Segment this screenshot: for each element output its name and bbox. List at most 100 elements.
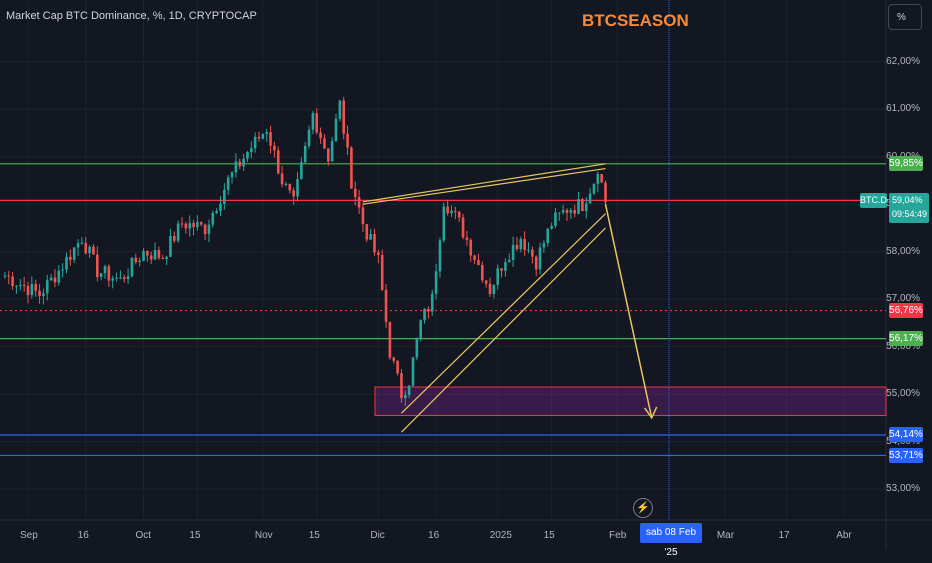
candle-body (138, 260, 141, 263)
candle-body (142, 250, 145, 261)
candle-body (604, 182, 607, 203)
horizontal-levels (0, 163, 886, 457)
candle-body (519, 239, 523, 250)
y-tick-label: 57,00% (886, 293, 920, 305)
crosshair-date-label: sab 08 Feb '25 (640, 523, 702, 558)
candle-body (315, 113, 319, 133)
level-price-tag: 56,76% (889, 303, 923, 319)
candle-body (334, 118, 338, 142)
brand-watermark: BTCSEASON (582, 11, 689, 30)
candle-body (53, 277, 57, 283)
candle-body (584, 203, 588, 212)
candle-body (342, 100, 345, 134)
candle-body (284, 183, 288, 185)
x-tick-label: Oct (135, 530, 152, 541)
candle-body (369, 234, 372, 240)
candle-body (473, 255, 476, 261)
candle-body (180, 223, 184, 225)
candles (3, 96, 607, 407)
candle-body (57, 270, 61, 283)
candle-body (515, 244, 519, 250)
x-tick-label: Mar (716, 530, 735, 541)
candle-body (69, 256, 72, 260)
candle-body (388, 321, 392, 358)
candle-body (273, 145, 276, 151)
projection-arrow (604, 204, 653, 419)
y-tick-label: 55,00% (886, 388, 920, 400)
candle-body (96, 254, 99, 277)
candle-body (246, 152, 249, 159)
candle-body (419, 320, 422, 339)
candle-body (22, 284, 26, 286)
candle-body (149, 255, 153, 260)
candle-body (84, 242, 88, 254)
candle-body (446, 206, 449, 214)
candle-body (88, 246, 91, 254)
candle-body (196, 222, 199, 228)
unit-selector-button[interactable]: % (888, 4, 922, 30)
y-tick-label: 58,00% (886, 245, 920, 257)
chart-canvas[interactable] (0, 0, 932, 550)
candle-body (377, 252, 380, 255)
candle-body (30, 283, 34, 296)
candle-body (350, 147, 353, 189)
candle-body (565, 210, 569, 213)
candle-body (380, 254, 384, 290)
candle-body (457, 211, 461, 218)
candle-body (477, 260, 480, 265)
trendline (362, 167, 606, 205)
candle-body (146, 250, 149, 256)
candle-body (454, 210, 457, 212)
candle-body (238, 161, 242, 167)
candle-body (581, 199, 584, 212)
x-tick-label: 17 (778, 530, 790, 541)
demand-zone (374, 386, 887, 417)
candle-body (223, 189, 226, 204)
trendline (401, 213, 606, 414)
x-tick-label: Feb (609, 530, 627, 541)
candle-body (292, 190, 295, 197)
lightning-icon[interactable]: ⚡ (633, 498, 653, 518)
candle-body (561, 210, 565, 213)
candle-body (573, 210, 576, 214)
level-price-tag: 54,14% (889, 427, 923, 443)
candle-body (542, 242, 546, 248)
candle-body (19, 284, 22, 287)
y-tick-label: 53,00% (886, 483, 920, 495)
candle-body (176, 223, 180, 241)
candle-body (373, 234, 376, 253)
candle-body (169, 236, 172, 257)
candle-body (65, 256, 68, 270)
current-price: 59,04% (892, 195, 923, 205)
x-tick-label: 16 (77, 530, 89, 541)
candle-body (49, 277, 53, 281)
candle-body (523, 239, 526, 250)
candle-body (226, 177, 230, 190)
candle-body (465, 237, 469, 240)
candle-body (203, 224, 207, 234)
candle-body (242, 158, 245, 167)
candle-body (507, 259, 511, 263)
candle-body (558, 212, 561, 214)
candle-body (276, 150, 280, 174)
candle-body (588, 193, 592, 204)
candle-body (430, 293, 434, 312)
projection-arrowhead (644, 406, 658, 420)
candle-body (365, 224, 369, 240)
level-price-tag: 56,17% (889, 331, 923, 347)
candle-body (531, 249, 534, 257)
candle-body (415, 338, 419, 358)
level-price-tag: 59,85% (889, 156, 923, 172)
candle-body (288, 183, 292, 191)
candle-body (407, 385, 411, 395)
candle-body (11, 276, 14, 287)
candle-body (265, 132, 268, 134)
trendline (362, 163, 606, 203)
y-tick-label: 56,00% (886, 340, 920, 352)
candle-body (119, 277, 122, 279)
candle-body (596, 174, 600, 184)
candle-body (546, 228, 550, 243)
candle-body (438, 240, 442, 272)
candle-body (126, 276, 130, 280)
candle-body (76, 243, 80, 248)
